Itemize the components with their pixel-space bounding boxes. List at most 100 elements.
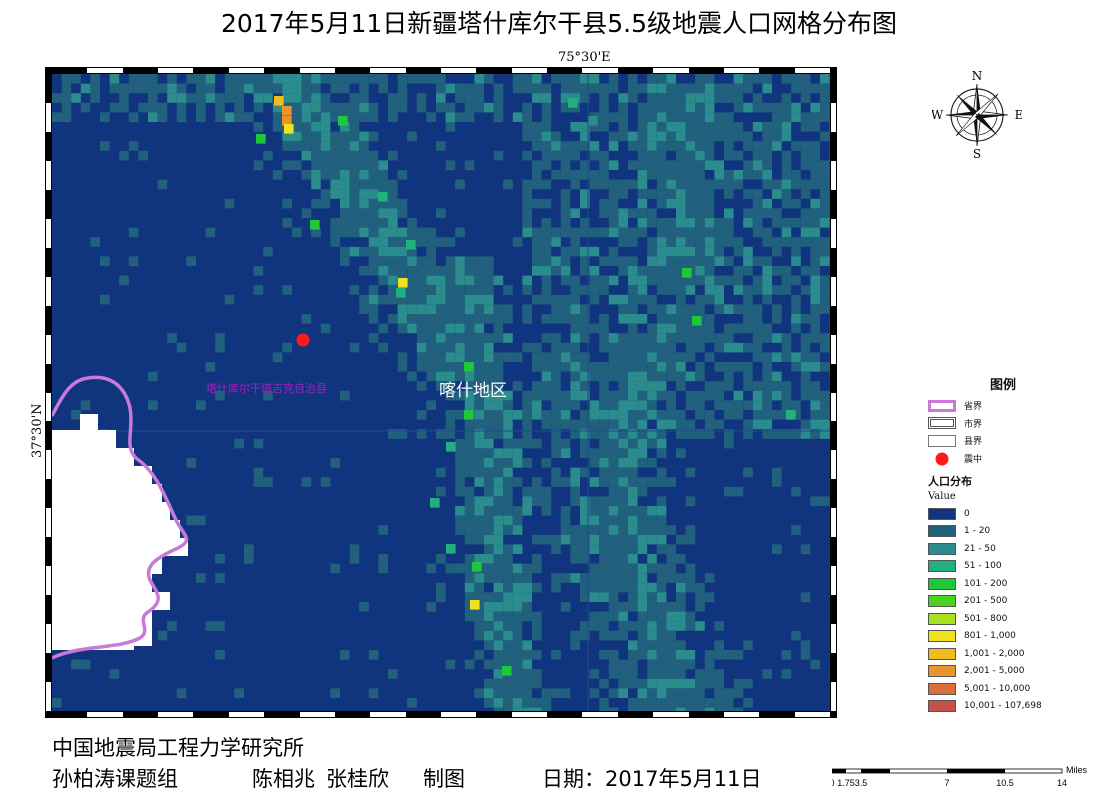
grid-cell [762, 131, 772, 142]
grid-cell [532, 141, 542, 151]
frame-tick-segment [122, 712, 159, 717]
grid-cell [532, 582, 542, 593]
grid-cell [455, 458, 465, 468]
grid-cell [580, 496, 590, 506]
grid-cell [205, 621, 216, 631]
grid-cell [493, 323, 504, 334]
grid-cell [580, 544, 590, 554]
grid-cell [791, 179, 801, 190]
grid-cell [647, 342, 657, 353]
grid-cell [666, 419, 676, 430]
legend-class-swatch [928, 595, 956, 608]
grid-cell [378, 256, 388, 266]
grid-cell [589, 323, 600, 334]
grid-cell [628, 515, 638, 526]
boundaries-layer [52, 74, 830, 711]
frame-ticks-bottom [52, 711, 830, 718]
grid-cell [455, 256, 465, 266]
grid-cell [637, 563, 648, 574]
grid-cell [656, 150, 667, 161]
grid-cell [647, 678, 657, 689]
grid-cell [695, 371, 705, 382]
grid-cell [493, 448, 504, 458]
grid-cell [224, 74, 235, 84]
grid-cell [512, 563, 523, 574]
grid-cell [532, 390, 542, 401]
grid-cell [666, 131, 676, 142]
grid-cell [724, 707, 734, 711]
grid-cell [474, 688, 484, 698]
grid-cell [628, 74, 638, 84]
grid-cell [580, 419, 590, 430]
grid-cell [752, 419, 763, 430]
grid-cell [484, 448, 494, 458]
grid-cell [618, 525, 628, 535]
grid-cell [330, 179, 340, 190]
grid-cell [580, 381, 590, 391]
grid-cell [647, 534, 657, 545]
grid-cell [676, 592, 686, 602]
grid-cell [532, 170, 542, 180]
grid-cell [560, 525, 571, 535]
grid-cell [570, 467, 580, 478]
grid-cell [676, 112, 686, 122]
grid-cell [733, 122, 744, 132]
grid-cell [560, 189, 571, 199]
grid-cell [647, 93, 657, 103]
grid-cell [570, 371, 580, 382]
legend-class-label: 201 - 500 [964, 596, 1008, 607]
grid-cell [752, 189, 763, 199]
grid-cell [234, 112, 244, 122]
grid-cell [685, 160, 696, 170]
grid-cell [416, 410, 427, 420]
grid-cell [272, 352, 283, 362]
grid-cell [349, 342, 360, 353]
grid-cell [647, 208, 657, 218]
grid-cell [349, 554, 360, 564]
grid-cell [388, 179, 398, 190]
frame-tick-segment [46, 450, 51, 480]
grid-cell [474, 582, 484, 593]
grid-cell [589, 285, 600, 295]
grid-cell [666, 371, 676, 382]
grid-cell [618, 189, 628, 199]
frame-tick-segment [476, 712, 512, 717]
grid-cell [244, 112, 254, 122]
grid-cell [628, 294, 638, 305]
grid-cell [522, 582, 532, 593]
grid-cell [608, 342, 619, 353]
grid-cell [551, 352, 561, 362]
grid-cell [368, 160, 379, 170]
grid-cell [455, 563, 465, 574]
grid-cell [244, 544, 254, 554]
legend-boundary-label: 县界 [964, 437, 983, 448]
grid-cell [800, 189, 811, 199]
grid-cell [810, 314, 820, 324]
grid-cell [532, 400, 542, 410]
grid-cell [647, 688, 657, 698]
grid-cell [695, 294, 705, 305]
population-grid-map[interactable]: 喀什地区 塔什库尔干塔吉克自治县 [52, 74, 830, 711]
grid-cell [752, 390, 763, 401]
grid-cell [541, 352, 552, 362]
grid-cell [349, 131, 360, 142]
frame-tick-segment [831, 537, 836, 567]
grid-cell [628, 669, 638, 679]
grid-cell [71, 93, 81, 103]
grid-cell [186, 74, 196, 84]
epicenter-marker[interactable] [296, 333, 310, 347]
grid-cell [359, 189, 369, 199]
grid-cell [820, 112, 830, 122]
grid-cell [359, 179, 369, 190]
grid-cell [484, 592, 494, 602]
grid-cell [628, 141, 638, 151]
grid-cell [541, 486, 552, 497]
grid-cell [551, 237, 561, 247]
grid-cell [781, 237, 792, 247]
grid-cell [128, 141, 139, 151]
grid-cell [416, 381, 427, 391]
legend-class-row: 10,001 - 107,698 [928, 698, 1078, 716]
grid-cell [138, 150, 148, 161]
grid-cell [695, 678, 705, 689]
grid-cell [810, 304, 820, 314]
